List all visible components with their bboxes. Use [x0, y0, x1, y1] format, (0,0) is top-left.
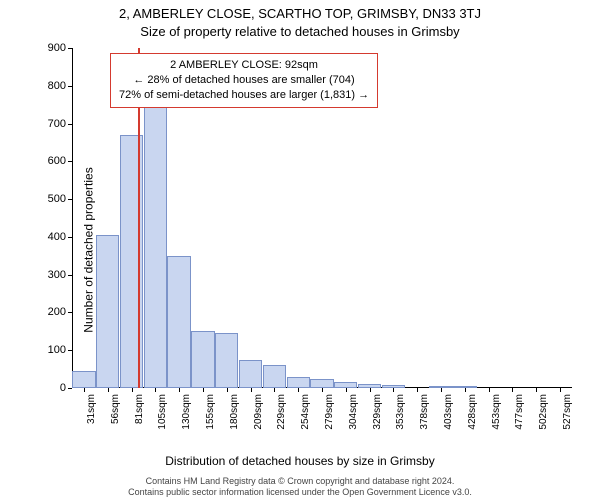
x-tick-label: 378sqm — [417, 388, 430, 430]
y-tick-mark — [68, 199, 72, 200]
histogram-bar — [191, 331, 214, 388]
annotation-line: ← 28% of detached houses are smaller (70… — [119, 73, 369, 88]
attribution-line1: Contains HM Land Registry data © Crown c… — [0, 476, 600, 487]
x-tick-mark — [227, 388, 228, 392]
y-tick-mark — [68, 275, 72, 276]
x-tick-mark — [132, 388, 133, 392]
chart-subtitle: Size of property relative to detached ho… — [0, 24, 600, 39]
histogram-bar — [287, 377, 310, 388]
x-tick-label: 428sqm — [465, 388, 478, 430]
histogram-bar — [167, 256, 190, 388]
attribution-text: Contains HM Land Registry data © Crown c… — [0, 476, 600, 499]
y-axis-line — [72, 48, 73, 388]
attribution-line2: Contains public sector information licen… — [0, 487, 600, 498]
x-tick-label: 527sqm — [560, 388, 573, 430]
x-tick-mark — [417, 388, 418, 392]
x-tick-mark — [536, 388, 537, 392]
y-tick-mark — [68, 86, 72, 87]
x-tick-mark — [393, 388, 394, 392]
x-tick-label: 279sqm — [322, 388, 335, 430]
y-tick-mark — [68, 124, 72, 125]
y-tick-mark — [68, 161, 72, 162]
y-tick-mark — [68, 350, 72, 351]
x-tick-label: 56sqm — [108, 388, 121, 424]
histogram-bar — [96, 235, 119, 388]
x-tick-label: 477sqm — [512, 388, 525, 430]
x-tick-label: 31sqm — [84, 388, 97, 424]
y-tick-mark — [68, 237, 72, 238]
x-tick-label: 180sqm — [227, 388, 240, 430]
x-tick-mark — [512, 388, 513, 392]
x-tick-label: 130sqm — [179, 388, 192, 430]
histogram-bar — [72, 371, 95, 388]
x-tick-label: 329sqm — [370, 388, 383, 430]
x-axis-label: Distribution of detached houses by size … — [0, 454, 600, 468]
x-tick-mark — [203, 388, 204, 392]
x-tick-label: 403sqm — [441, 388, 454, 430]
x-tick-mark — [346, 388, 347, 392]
x-tick-label: 353sqm — [393, 388, 406, 430]
annotation-line: 72% of semi-detached houses are larger (… — [119, 88, 369, 103]
x-tick-mark — [370, 388, 371, 392]
x-tick-mark — [108, 388, 109, 392]
x-tick-mark — [441, 388, 442, 392]
x-tick-label: 453sqm — [489, 388, 502, 430]
x-tick-label: 254sqm — [298, 388, 311, 430]
x-tick-label: 229sqm — [274, 388, 287, 430]
x-tick-mark — [465, 388, 466, 392]
histogram-bar — [239, 360, 262, 388]
x-tick-mark — [155, 388, 156, 392]
x-tick-label: 502sqm — [536, 388, 549, 430]
x-tick-mark — [489, 388, 490, 392]
x-tick-label: 209sqm — [251, 388, 264, 430]
x-tick-label: 304sqm — [346, 388, 359, 430]
histogram-bar — [215, 333, 238, 388]
x-tick-mark — [251, 388, 252, 392]
histogram-bar — [310, 379, 333, 388]
y-tick-mark — [68, 312, 72, 313]
x-tick-mark — [84, 388, 85, 392]
y-tick-mark — [68, 388, 72, 389]
histogram-bar — [144, 86, 167, 388]
y-tick-mark — [68, 48, 72, 49]
annotation-box: 2 AMBERLEY CLOSE: 92sqm← 28% of detached… — [110, 53, 378, 108]
chart-title-address: 2, AMBERLEY CLOSE, SCARTHO TOP, GRIMSBY,… — [0, 6, 600, 21]
annotation-line: 2 AMBERLEY CLOSE: 92sqm — [119, 58, 369, 73]
x-tick-mark — [179, 388, 180, 392]
histogram-bar — [263, 365, 286, 388]
plot-area: 010020030040050060070080090031sqm56sqm81… — [72, 48, 572, 388]
x-tick-mark — [274, 388, 275, 392]
x-tick-label: 81sqm — [132, 388, 145, 424]
x-tick-mark — [322, 388, 323, 392]
x-tick-label: 105sqm — [155, 388, 168, 430]
x-tick-mark — [560, 388, 561, 392]
x-tick-mark — [298, 388, 299, 392]
x-tick-label: 155sqm — [203, 388, 216, 430]
